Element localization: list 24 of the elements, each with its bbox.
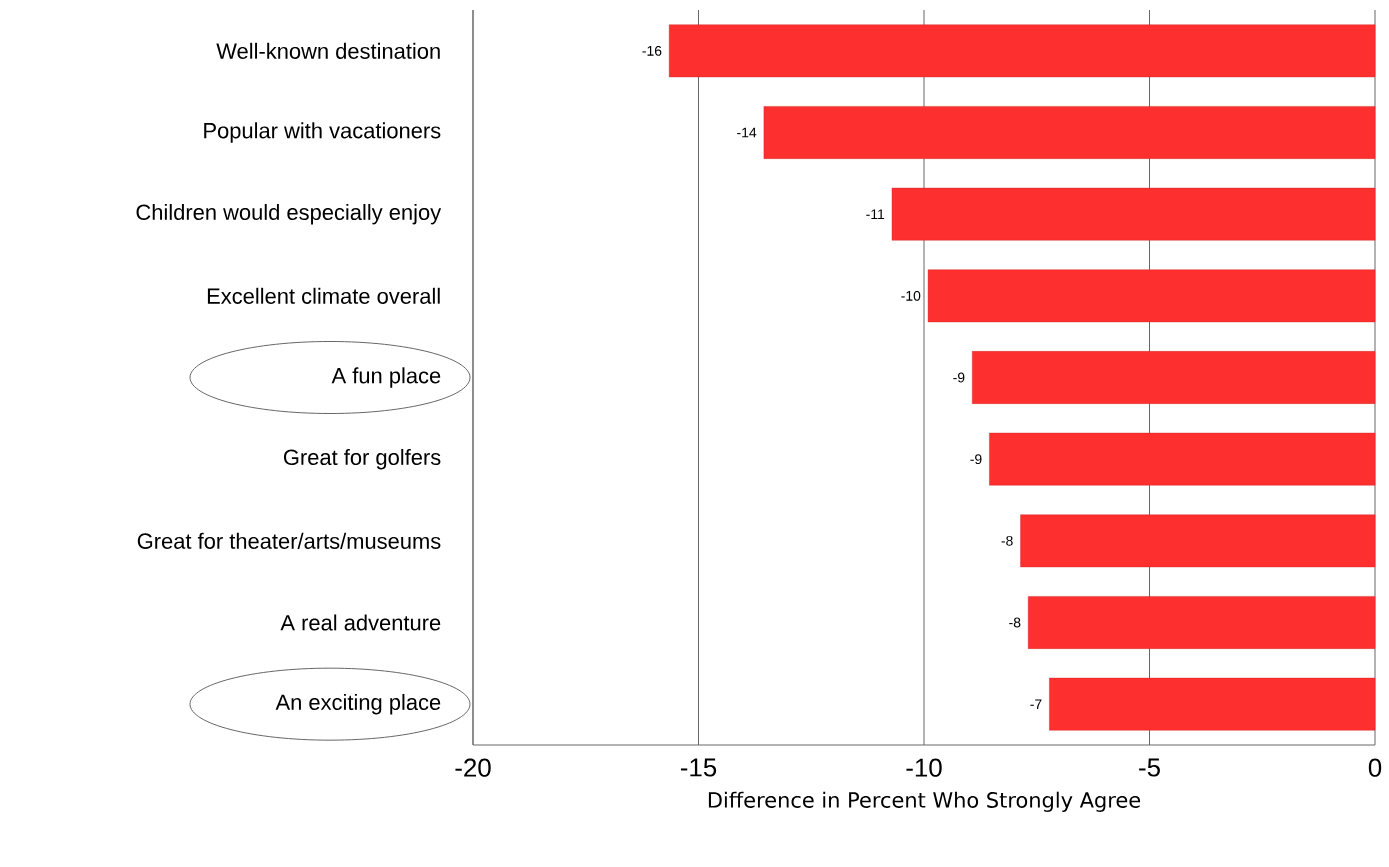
data-label: -10 xyxy=(901,290,921,301)
data-label: -8 xyxy=(1001,535,1013,546)
y-tick-label: Children would especially enjoy xyxy=(136,203,442,225)
data-label: -14 xyxy=(737,127,757,138)
data-label: -11 xyxy=(866,209,885,219)
y-tick-label: Popular with vacationers xyxy=(204,122,441,143)
y-tick-label: Great for theater/arts/museums xyxy=(137,532,441,549)
x-tick-label: -5 xyxy=(1139,758,1160,777)
data-label: -8 xyxy=(1009,617,1021,628)
y-tick-label: A real adventure xyxy=(280,614,441,631)
y-tick-label: Great for golfers xyxy=(283,448,441,470)
y-tick-label: A fun place xyxy=(331,367,441,388)
data-label: -9 xyxy=(970,454,982,465)
x-tick-label: -15 xyxy=(680,758,717,777)
x-tick-label: 0 xyxy=(1368,758,1382,777)
data-label: -16 xyxy=(642,45,662,56)
x-tick-label: -20 xyxy=(455,758,491,777)
y-tick-label: Excellent climate overall xyxy=(207,287,440,304)
x-tick-label: -10 xyxy=(906,758,942,777)
data-label: -7 xyxy=(1030,699,1042,709)
y-tick-label: An exciting place xyxy=(275,693,441,715)
data-label: -9 xyxy=(953,372,965,383)
y-tick-label: Well-known destination xyxy=(216,42,440,59)
x-axis-title: Difference in Percent Who Strongly Agree xyxy=(708,791,1141,812)
